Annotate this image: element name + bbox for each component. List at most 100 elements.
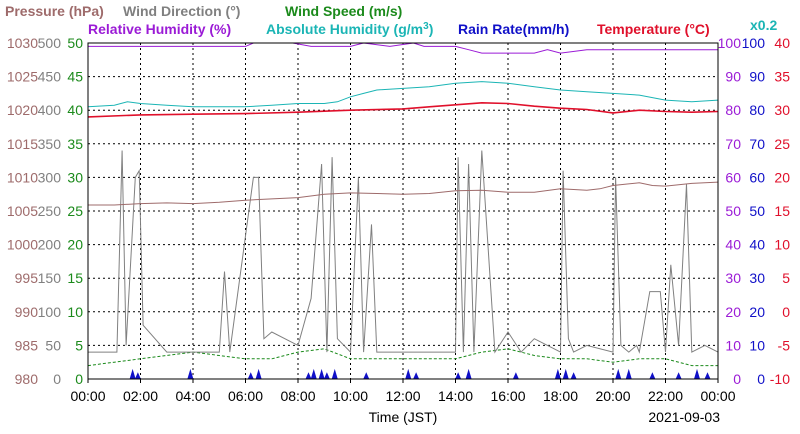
- y-tick-label-rh: 40: [725, 237, 741, 253]
- y-tick-label-rh: 80: [725, 102, 741, 118]
- rain-spike: [187, 368, 194, 379]
- y-tick-label-pressure: 1025: [7, 69, 38, 85]
- y-tick-label-wind_dir: 300: [38, 169, 62, 185]
- x-axis: 00:00 02:00 04:00 06:00 08:00 10:00 12:00 14:00…: [70, 379, 736, 404]
- rain-spike: [129, 368, 136, 379]
- y-tick-label-wind_dir: 500: [38, 35, 62, 51]
- x-tick-label: 00:00: [70, 388, 105, 404]
- rain-spike: [512, 372, 519, 379]
- y-tick-label-wind_speed: 35: [67, 136, 83, 152]
- x-tick-label: 06:00: [228, 388, 263, 404]
- y-tick-label-rain: 70: [749, 136, 765, 152]
- x-tick-label: 12:00: [385, 388, 420, 404]
- y-tick-label-pressure: 1030: [7, 35, 38, 51]
- rain-spike: [704, 372, 711, 379]
- chart-legend: Pressure (hPa) Wind Direction (°) Wind Spe…: [5, 3, 777, 37]
- legend-temp: Temperature (°C): [597, 21, 710, 37]
- rain-spike: [455, 372, 462, 379]
- chart-grid: [88, 43, 718, 379]
- y-tick-label-pressure: 1015: [7, 136, 38, 152]
- y-tick-label-pressure: 1005: [7, 203, 38, 219]
- rain-spike: [675, 372, 682, 379]
- legend-pressure: Pressure (hPa): [5, 3, 104, 19]
- series-line-wind_dir: [88, 150, 719, 354]
- series-line-temp: [87, 101, 719, 118]
- y-tick-label-rain: 20: [749, 304, 765, 320]
- rain-spike: [562, 368, 569, 379]
- y-tick-label-rain: 50: [749, 203, 765, 219]
- series-layer: [87, 42, 719, 379]
- y-tick-label-pressure: 1010: [7, 169, 38, 185]
- rain-spike: [247, 372, 254, 379]
- y-tick-label-rh: 50: [725, 203, 741, 219]
- x-tick-label: 10:00: [333, 388, 368, 404]
- series-line-pressure: [88, 181, 719, 206]
- y-tick-label-wind_dir: 250: [38, 203, 62, 219]
- y-tick-label-rain: 0: [757, 371, 765, 387]
- y-tick-label-rh: 10: [725, 337, 741, 353]
- rain-spike: [363, 372, 370, 379]
- rain-spike: [625, 368, 632, 379]
- y-tick-label-temp: 30: [774, 102, 790, 118]
- y-tick-label-wind_speed: 25: [67, 203, 83, 219]
- y-tick-label-wind_speed: 0: [75, 371, 83, 387]
- y-tick-label-pressure: 995: [15, 270, 39, 286]
- y-tick-label-pressure: 990: [15, 304, 39, 320]
- y-tick-label-wind_speed: 30: [67, 169, 83, 185]
- y-tick-label-temp: 5: [782, 270, 790, 286]
- y-tick-label-rain: 10: [749, 337, 765, 353]
- y-tick-label-wind_speed: 50: [67, 35, 83, 51]
- x-tick-label: 02:00: [123, 388, 158, 404]
- y-tick-label-rh: 100: [718, 35, 742, 51]
- legend-factor: x0.2: [750, 17, 777, 33]
- legend-wind_dir: Wind Direction (°): [123, 3, 240, 19]
- y-tick-label-wind_dir: 350: [38, 136, 62, 152]
- y-tick-label-pressure: 1020: [7, 102, 38, 118]
- right-axes: 1009080706050403020100100908070605040302…: [718, 35, 791, 387]
- y-tick-label-wind_speed: 40: [67, 102, 83, 118]
- y-tick-label-rain: 90: [749, 69, 765, 85]
- legend-ah: Absolute Humidity (g/m3): [266, 21, 433, 38]
- y-tick-label-temp: -5: [778, 337, 791, 353]
- y-tick-label-temp: -10: [770, 371, 790, 387]
- y-tick-label-wind_dir: 150: [38, 270, 62, 286]
- rain-spike: [134, 372, 141, 379]
- y-tick-label-rh: 60: [725, 169, 741, 185]
- y-tick-label-temp: 20: [774, 169, 790, 185]
- y-tick-label-rh: 30: [725, 270, 741, 286]
- y-tick-label-pressure: 1000: [7, 237, 38, 253]
- y-tick-label-wind_dir: 400: [38, 102, 62, 118]
- y-tick-label-wind_dir: 100: [38, 304, 62, 320]
- y-tick-label-rain: 80: [749, 102, 765, 118]
- y-tick-label-temp: 0: [782, 304, 790, 320]
- rain-spike: [649, 372, 656, 379]
- y-tick-label-temp: 40: [774, 35, 790, 51]
- rain-spike: [694, 368, 700, 379]
- y-tick-label-wind_speed: 20: [67, 237, 83, 253]
- y-tick-label-rain: 60: [749, 169, 765, 185]
- y-tick-label-wind_speed: 15: [67, 270, 83, 286]
- rain-spike: [305, 372, 312, 379]
- y-tick-label-rain: 100: [742, 35, 766, 51]
- rain-spike: [255, 368, 262, 379]
- x-tick-label: 08:00: [280, 388, 315, 404]
- y-tick-label-temp: 10: [774, 237, 790, 253]
- rain-spike: [318, 368, 325, 379]
- x-tick-label: 20:00: [595, 388, 630, 404]
- y-tick-label-temp: 35: [774, 69, 790, 85]
- legend-rh: Relative Humidity (%): [88, 21, 231, 37]
- x-axis-label: Time (JST): [369, 409, 438, 425]
- x-tick-label: 22:00: [648, 388, 683, 404]
- y-tick-label-wind_dir: 450: [38, 69, 62, 85]
- y-tick-label-temp: 15: [774, 203, 790, 219]
- rain-spike: [323, 372, 330, 379]
- y-tick-label-wind_dir: 50: [45, 337, 61, 353]
- legend-rain: Rain Rate(mm/h): [458, 21, 569, 37]
- y-tick-label-wind_dir: 200: [38, 237, 62, 253]
- x-tick-label: 16:00: [490, 388, 525, 404]
- legend-wind_speed: Wind Speed (m/s): [285, 3, 402, 19]
- x-tick-label: 00:00: [700, 388, 735, 404]
- rain-spike: [465, 368, 472, 379]
- rain-spike: [413, 372, 420, 379]
